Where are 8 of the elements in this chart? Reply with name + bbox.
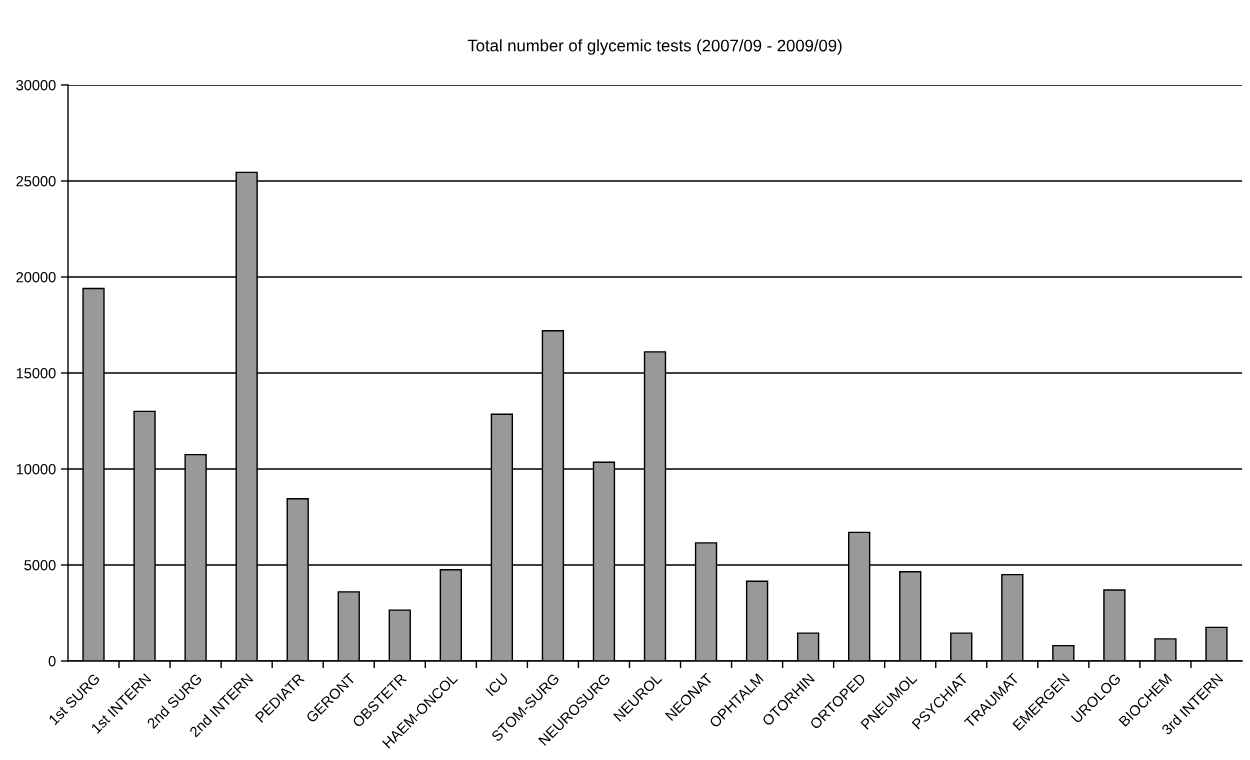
y-tick-label: 0 xyxy=(48,656,56,667)
y-tick-label: 10000 xyxy=(16,464,56,475)
y-tick-label: 20000 xyxy=(16,272,56,283)
y-tick-label: 30000 xyxy=(16,80,56,91)
y-tick-label: 25000 xyxy=(16,176,56,187)
chart-title: Total number of glycemic tests (2007/09 - 2009/09) xyxy=(467,39,842,55)
y-tick-label: 15000 xyxy=(16,368,56,379)
y-tick-label: 5000 xyxy=(24,560,56,571)
